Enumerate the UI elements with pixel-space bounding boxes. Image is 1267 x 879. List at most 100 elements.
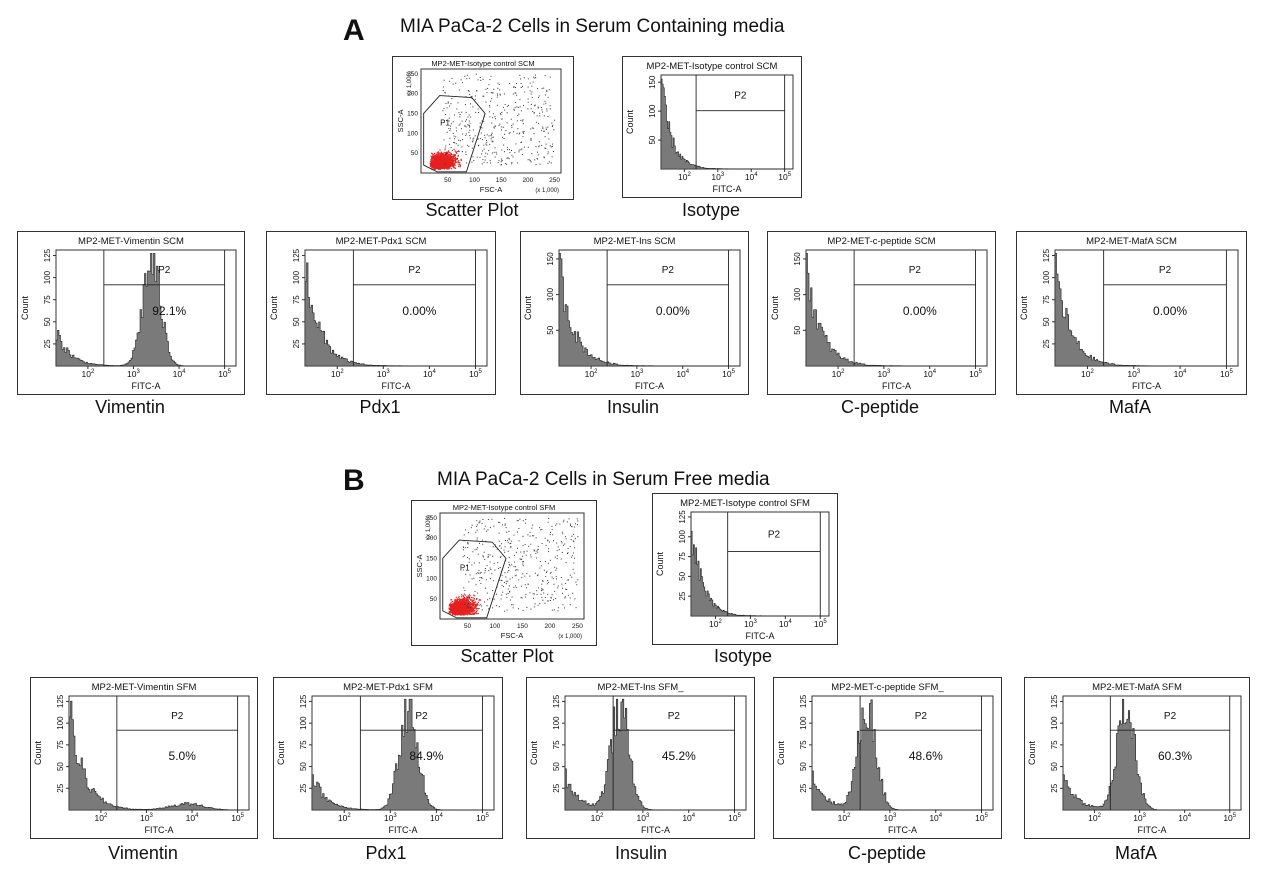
y-axis-label: Count — [269, 296, 279, 321]
histogram-svg: MP2-MET-MafA SCM 102 103 104 105 FITC-A 25 50 75… — [1019, 236, 1239, 391]
scatter-points — [429, 73, 556, 171]
histogram-caption: MafA — [1114, 843, 1157, 863]
x-tick-label: 102 — [1081, 369, 1094, 379]
y-tick-label: 125 — [292, 248, 301, 262]
x-tick-label: 100 — [469, 177, 480, 184]
y-tick-label: 125 — [678, 510, 687, 524]
histogram-title: MP2-MET-Pdx1 SCM — [336, 236, 427, 247]
x-axis-label: FITC-A — [382, 381, 411, 391]
gate-label: P2 — [158, 265, 171, 276]
x-axis-label: FITC-A — [145, 825, 174, 835]
y-tick-label: 75 — [799, 740, 808, 749]
x-tick-label: 103 — [711, 172, 724, 182]
histogram-bars — [304, 262, 488, 367]
y-tick-label: 75 — [43, 295, 52, 304]
y-axis-label: Count — [625, 110, 635, 135]
plot-frame — [811, 695, 994, 811]
histogram-bars — [690, 530, 830, 617]
x-tick-label: 150 — [517, 623, 528, 630]
y-tick-label: 50 — [648, 135, 657, 144]
y-tick-label: 100 — [648, 104, 657, 118]
y-tick-label: 25 — [1042, 339, 1051, 348]
x-tick-label: 200 — [522, 177, 533, 184]
y-tick-label: 125 — [1050, 694, 1059, 708]
y-tick-label: 100 — [426, 576, 437, 583]
x-tick-label: 105 — [969, 369, 982, 379]
x-tick-label: 104 — [173, 369, 186, 379]
histogram-bars — [558, 252, 741, 367]
x-axis-label: FITC-A — [641, 825, 670, 835]
x-tick-label: 104 — [745, 172, 758, 182]
x-tick-label: 102 — [709, 619, 722, 629]
y-tick-label: 200 — [426, 535, 437, 542]
histogram-plot: MP2-MET-Ins SFM_ 102 103 104 105 FITC-A 25 50 75… — [526, 677, 755, 839]
x-tick-label: 103 — [140, 813, 153, 823]
y-tick-label: 100 — [299, 716, 308, 730]
y-tick-label: 50 — [1050, 762, 1059, 771]
y-tick-label: 100 — [546, 287, 555, 301]
panel-letter: B — [343, 464, 365, 497]
y-tick-label: 100 — [1042, 270, 1051, 284]
x-tick-label: 104 — [682, 813, 695, 823]
y-tick-label: 25 — [799, 783, 808, 792]
histogram-bars — [68, 700, 250, 811]
x-tick-label: 102 — [94, 813, 107, 823]
y-axis-label: Count — [655, 552, 665, 577]
x-scale-note: (x 1,000) — [535, 188, 559, 194]
y-tick-label: 50 — [430, 596, 438, 603]
y-tick-label: 25 — [678, 591, 687, 600]
y-tick-label: 250 — [426, 515, 437, 522]
isotype-caption: Isotype — [681, 200, 741, 220]
gate-label: P1 — [440, 118, 450, 127]
x-tick-label: 104 — [423, 369, 436, 379]
x-tick-label: 200 — [544, 623, 555, 630]
x-tick-label: 105 — [728, 813, 741, 823]
x-tick-label: 104 — [186, 813, 199, 823]
x-axis-label: FITC-A — [389, 825, 418, 835]
plot-frame — [304, 249, 488, 367]
plot-frame — [439, 512, 585, 620]
x-tick-label: 102 — [81, 369, 94, 379]
histogram-plot: MP2-MET-c-peptide SCM 102 103 104 105 FITC-A 5… — [767, 231, 996, 395]
histogram-title: MP2-MET-Pdx1 SFM — [343, 682, 433, 693]
scatter-title: MP2-MET-Isotype control SCM — [431, 59, 534, 68]
histogram-svg: MP2-MET-Ins SFM_ 102 103 104 105 FITC-A 25 50 75… — [529, 682, 747, 835]
gate-label: P1 — [460, 563, 470, 572]
x-axis-label: FITC-A — [882, 381, 911, 391]
y-axis-label: SSC-A — [396, 110, 405, 133]
gate-percent: 84.9% — [409, 749, 443, 763]
y-axis-label: Count — [20, 296, 30, 321]
y-tick-label: 25 — [1050, 783, 1059, 792]
y-tick-label: 250 — [407, 71, 418, 78]
x-tick-label: 103 — [1127, 369, 1140, 379]
x-tick-label: 102 — [338, 813, 351, 823]
x-tick-label: 250 — [549, 177, 560, 184]
scatter-plot: MP2-MET-Isotype control SFM P1 50 100 150 200… — [411, 500, 597, 646]
y-scale-note: (x 1,000) — [407, 71, 413, 95]
x-tick-label: 103 — [744, 619, 757, 629]
gate-percent: 60.3% — [1158, 749, 1192, 763]
y-tick-label: 125 — [299, 694, 308, 708]
plot-frame — [420, 68, 562, 174]
histogram-svg: MP2-MET-MafA SFM 102 103 104 105 FITC-A 25 50 75… — [1027, 682, 1242, 835]
y-axis-label: Count — [1027, 741, 1037, 766]
y-axis-label: Count — [529, 741, 539, 766]
y-axis-label: Count — [776, 741, 786, 766]
gate-percent: 0.00% — [402, 304, 436, 318]
histogram-title: MP2-MET-MafA SCM — [1086, 236, 1177, 247]
y-tick-label: 25 — [56, 783, 65, 792]
y-tick-label: 125 — [552, 694, 561, 708]
gate-label: P2 — [768, 530, 781, 541]
scatter-caption: Scatter Plot — [425, 200, 519, 220]
histogram-svg: MP2-MET-c-peptide SCM 102 103 104 105 FITC-A 5… — [770, 236, 988, 391]
x-scale-note: (x 1,000) — [558, 634, 582, 640]
gate-percent: 5.0% — [169, 749, 197, 763]
histogram-bars — [811, 699, 993, 811]
scatter-points — [448, 517, 579, 616]
y-tick-label: 100 — [56, 716, 65, 730]
histogram-bars — [1054, 252, 1239, 367]
y-tick-label: 125 — [799, 694, 808, 708]
y-axis-label: Count — [33, 741, 43, 766]
y-tick-label: 125 — [43, 248, 52, 262]
isotype-histogram-svg: MP2-MET-Isotype control SFM 102 103 104 105 F… — [655, 498, 830, 641]
